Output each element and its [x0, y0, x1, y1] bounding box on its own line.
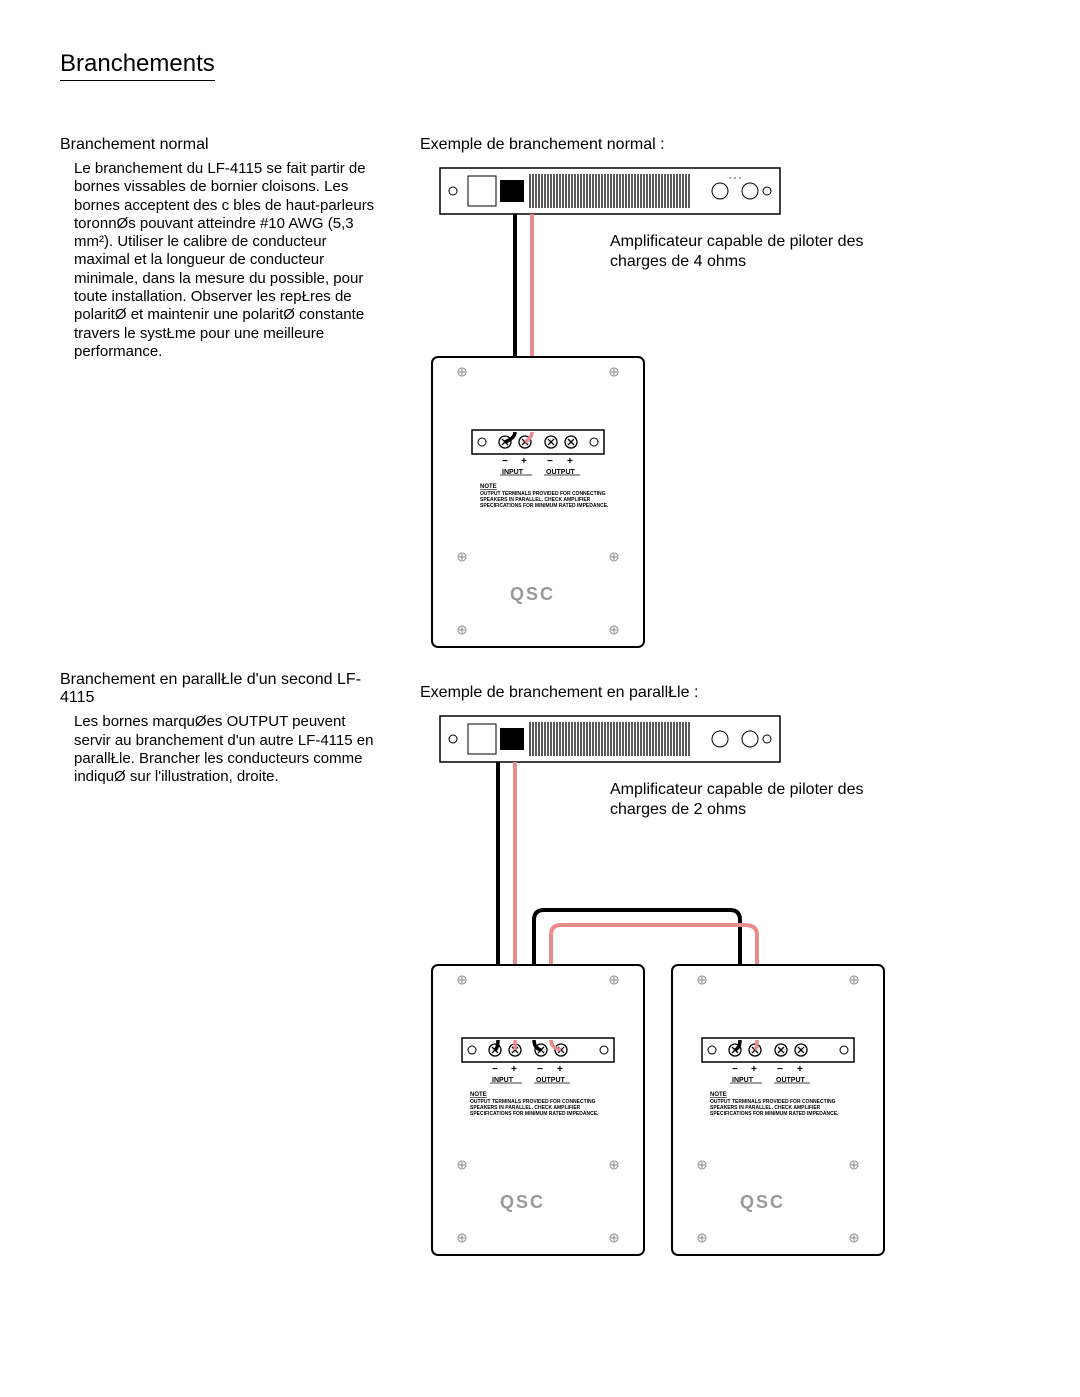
svg-text:QSC: QSC — [740, 1192, 785, 1212]
speaker-panel-1: −+ −+ INPUT OUTPUT NOTE OUTPUT TERMINALS… — [432, 965, 644, 1255]
page-title: Branchements — [60, 50, 215, 81]
speaker-panel-icon: −+ −+ INPUT OUTPUT NOTE OUTPUT TERMINALS… — [432, 357, 644, 647]
svg-text:SPECIFICATIONS FOR MINIMUM RAT: SPECIFICATIONS FOR MINIMUM RATED IMPEDAN… — [710, 1111, 839, 1117]
right-column: Exemple de branchement normal : — [420, 136, 1020, 1275]
example-parallel-heading: Exemple de branchement en parallŁle : — [420, 684, 1020, 702]
svg-text:SPECIFICATIONS FOR MINIMUM RAT: SPECIFICATIONS FOR MINIMUM RATED IMPEDAN… — [470, 1111, 599, 1117]
amp-caption-parallel: Amplificateur capable de piloter des cha… — [610, 780, 900, 820]
speaker-panel-2: −+ −+ INPUT OUTPUT NOTE OUTPUT TERMINALS… — [672, 965, 884, 1255]
svg-text:−: − — [537, 1064, 543, 1075]
svg-text:+: + — [511, 1064, 517, 1075]
parallel-heading: Branchement en parallŁle d'un second LF-… — [60, 671, 380, 707]
svg-text:+: + — [797, 1064, 803, 1075]
amplifier-icon — [440, 716, 780, 762]
svg-text:QSC: QSC — [510, 584, 555, 604]
svg-text:NOTE: NOTE — [480, 484, 497, 490]
svg-text:+: + — [557, 1064, 563, 1075]
svg-text:−: − — [547, 456, 553, 467]
svg-text:NOTE: NOTE — [470, 1092, 487, 1098]
normal-body: Le branchement du LF-4115 se fait partir… — [60, 160, 380, 361]
parallel-wiring-diagram: −+ −+ INPUT OUTPUT NOTE OUTPUT TERMINALS… — [420, 710, 1020, 1275]
normal-connection-block: Branchement normal Le branchement du LF-… — [60, 136, 380, 361]
amp-caption-normal: Amplificateur capable de piloter des cha… — [610, 232, 870, 272]
svg-text:−: − — [732, 1064, 738, 1075]
svg-text:SPECIFICATIONS FOR MINIMUM RAT: SPECIFICATIONS FOR MINIMUM RATED IMPEDAN… — [480, 503, 609, 509]
svg-text:−: − — [502, 456, 508, 467]
svg-text:+: + — [521, 456, 527, 467]
svg-text:−: − — [777, 1064, 783, 1075]
svg-text:NOTE: NOTE — [710, 1092, 727, 1098]
left-column: Branchement normal Le branchement du LF-… — [60, 136, 380, 1275]
svg-text:+: + — [567, 456, 573, 467]
svg-text:QSC: QSC — [500, 1192, 545, 1212]
svg-text:+: + — [751, 1064, 757, 1075]
amplifier-icon — [440, 168, 780, 214]
example-normal-heading: Exemple de branchement normal : — [420, 136, 1020, 154]
parallel-connection-block: Branchement en parallŁle d'un second LF-… — [60, 671, 380, 786]
normal-wiring-diagram: −+ −+ INPUT OUTPUT NOTE OUTPUT TERMINALS… — [420, 162, 1020, 662]
normal-heading: Branchement normal — [60, 136, 380, 154]
parallel-body: Les bornes marquØes OUTPUT peuvent servi… — [60, 713, 380, 786]
svg-text:−: − — [492, 1064, 498, 1075]
